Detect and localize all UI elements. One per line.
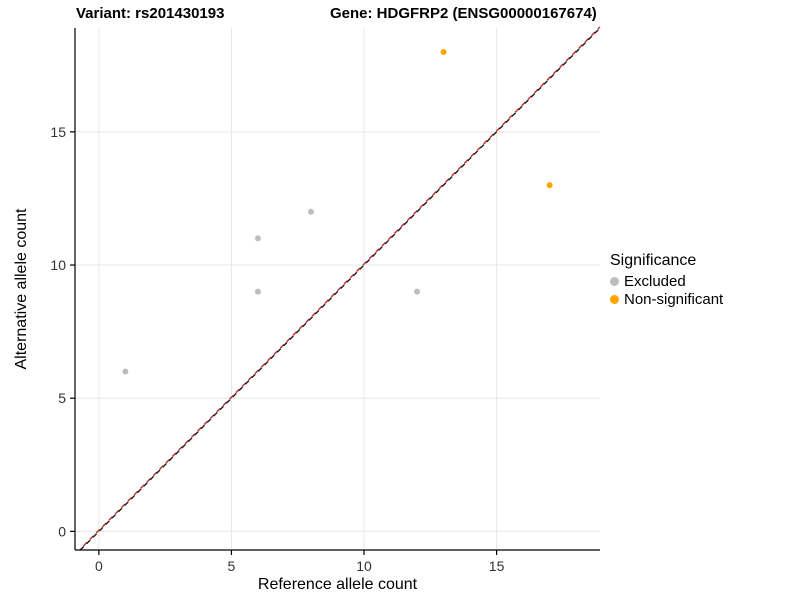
- legend-entry-non-significant: Non-significant: [610, 291, 723, 308]
- legend-dot-icon: [610, 295, 619, 304]
- data-point-excluded: [414, 288, 421, 295]
- y-tick-label: 5: [58, 390, 66, 406]
- legend-entry-label: Excluded: [624, 273, 686, 290]
- legend: Significance Excluded Non-significant: [610, 252, 723, 309]
- x-tick-label: 15: [489, 558, 505, 574]
- data-point-excluded: [307, 208, 314, 215]
- x-tick-label: 0: [95, 558, 103, 574]
- legend-title: Significance: [610, 252, 697, 269]
- identity-line-red: [79, 26, 601, 550]
- data-point-excluded: [254, 235, 261, 242]
- legend-entry-label: Non-significant: [624, 291, 724, 308]
- legend-entries: Excluded Non-significant: [610, 273, 723, 308]
- plot-title-gene: Gene: HDGFRP2 (ENSG00000167674): [330, 5, 597, 22]
- x-tick-label: 10: [356, 558, 372, 574]
- x-axis-label: Reference allele count: [257, 576, 418, 593]
- y-tick-label: 0: [58, 523, 66, 539]
- y-tick-label: 15: [50, 124, 66, 140]
- y-tick-label: 10: [50, 257, 66, 273]
- legend-dot-icon: [610, 277, 619, 286]
- data-point-excluded: [122, 368, 129, 375]
- legend-entry-excluded: Excluded: [610, 273, 723, 290]
- x-tick-label: 5: [228, 558, 236, 574]
- identity-line-black: [79, 27, 601, 551]
- data-point-non-significant: [546, 182, 553, 189]
- data-point-non-significant: [440, 48, 447, 55]
- data-point-excluded: [254, 288, 261, 295]
- y-axis-label: Alternative allele count: [13, 208, 30, 370]
- plot-title-variant: Variant: rs201430193: [76, 5, 225, 22]
